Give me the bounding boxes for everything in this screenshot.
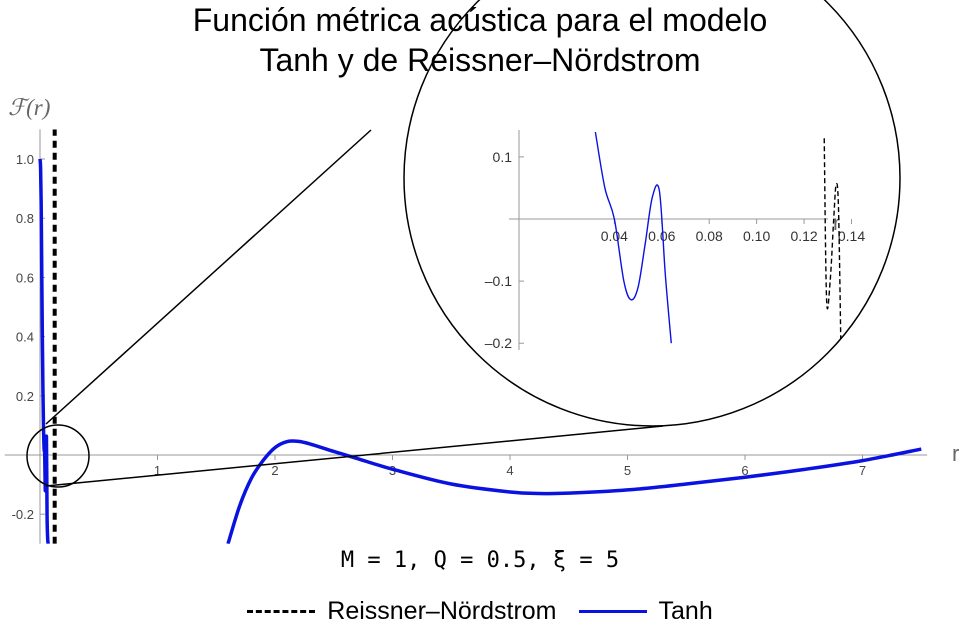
inset-x-tick-label: 0.06 (648, 228, 675, 244)
legend-swatch-dashed (247, 609, 316, 613)
legend-item-tanh: Tanh (578, 596, 713, 626)
inset-series-tanh (594, 131, 672, 344)
inset-y-tick-label: –0.1 (485, 273, 512, 289)
y-tick-label: 0.4 (16, 330, 34, 345)
inset-axes: 0.04 0.06 0.08 0.10 0.12 0.14 0.1 –0.1 –0.2 r (485, 130, 865, 351)
y-tick-label: 1.0 (16, 152, 34, 167)
inset-chart: 0.04 0.06 0.08 0.10 0.12 0.14 0.1 –0.1 –0.2 r (403, 0, 901, 427)
chart-title-line-1: Función métrica acústica para el modelo (192, 2, 768, 38)
inset-x-tick-label: 0.12 (790, 228, 817, 244)
inset-x-tick-label: 0.10 (743, 228, 770, 244)
legend-label-rn: Reissner–Nördstrom (327, 596, 557, 625)
x-tick-label: 6 (741, 463, 748, 478)
y-tick-label: 0.8 (16, 211, 34, 226)
zoom-connector-lower (45, 425, 664, 487)
parameter-text: M = 1, Q = 0.5, ξ = 5 (340, 548, 620, 573)
zoom-connector-lines (26, 129, 664, 488)
inset-x-tick-label: 0.14 (838, 228, 865, 244)
inset-x-axis-label: r (833, 212, 840, 235)
legend-swatch-solid (578, 609, 647, 613)
series-line-tanh-0 (226, 439, 922, 544)
x-tick-label: 1 (154, 463, 161, 478)
inset-clipped: 0.04 0.06 0.08 0.10 0.12 0.14 0.1 –0.1 –0.2 r (404, 130, 900, 426)
legend-label-tanh: Tanh (658, 596, 713, 625)
y-tick-label: 0.2 (16, 389, 34, 404)
legend-item-rn: Reissner–Nördstrom (247, 596, 557, 626)
inset-x-tick-label: 0.04 (601, 228, 628, 244)
x-tick-label: 4 (506, 463, 513, 478)
chart-legend: Reissner–Nördstrom Tanh (0, 594, 960, 628)
inset-y-tick-label: –0.2 (485, 335, 512, 351)
zoom-circle (26, 424, 90, 488)
y-tick-label: 0.6 (16, 270, 34, 285)
x-tick-label: 7 (859, 463, 866, 478)
x-tick-label: 2 (271, 463, 278, 478)
x-tick-label: 5 (624, 463, 631, 478)
zoom-connector-upper (45, 129, 372, 425)
series-line-tanh-1 (38, 158, 50, 544)
main-series (38, 129, 922, 544)
x-axis-label: r (952, 441, 959, 466)
inset-circle-outline (403, 0, 901, 427)
inset-x-tick-label: 0.08 (696, 228, 723, 244)
y-axis-label: ℱ(r) (8, 95, 50, 120)
y-tick-label: -0.2 (12, 507, 34, 522)
chart-title-line-2: Tanh y de Reissner–Nördstrom (259, 42, 701, 78)
inset-series-reissner-nordstrom (823, 138, 842, 344)
inset-y-tick-label: 0.1 (493, 149, 513, 165)
